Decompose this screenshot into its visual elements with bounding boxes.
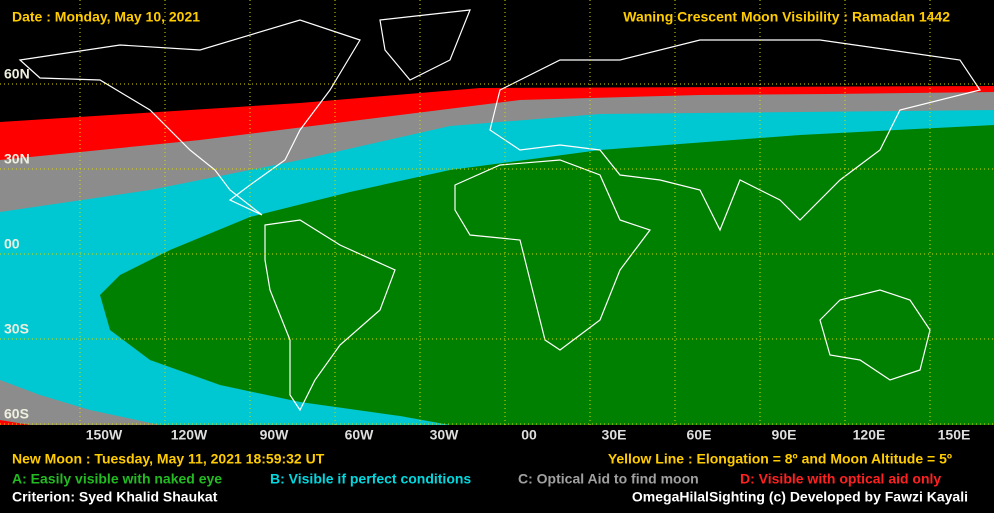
africa [454, 159, 651, 351]
map-title: Waning Crescent Moon Visibility : Ramada… [623, 9, 950, 25]
longitude-label: 30E [602, 427, 627, 443]
longitude-label: 60W [345, 427, 375, 443]
australia [819, 289, 931, 381]
greenland [379, 9, 471, 81]
south-america [264, 219, 396, 412]
longitude-label: 00 [521, 427, 537, 443]
zone-a [100, 125, 994, 425]
date-label: Date : Monday, May 10, 2021 [12, 9, 200, 25]
legend-a: A: Easily visible with naked eye [12, 471, 222, 487]
latitude-label: 30N [4, 151, 30, 167]
latitude-label: 60S [4, 406, 29, 422]
longitude-label: 90E [772, 427, 797, 443]
longitude-label: 150W [86, 427, 123, 443]
visibility-zones [0, 86, 994, 425]
latitude-label: 30S [4, 321, 29, 337]
new-moon: New Moon : Tuesday, May 11, 2021 18:59:3… [12, 451, 325, 467]
graticule: 60N 30N 00 30S 60S 150W 120W 90W 60W 30W 00 30E 60E 9… [0, 0, 994, 443]
longitude-label: 150E [938, 427, 971, 443]
latitude-label: 60N [4, 66, 30, 82]
criterion: Criterion: Syed Khalid Shaukat [12, 489, 218, 505]
legend-c: C: Optical Aid to find moon [518, 471, 699, 487]
yellow-line-note: Yellow Line : Elongation = 8º and Moon A… [608, 451, 952, 467]
coastlines [18, 9, 981, 412]
longitude-label: 90W [260, 427, 290, 443]
north-america [18, 19, 361, 216]
longitude-label: 60E [687, 427, 712, 443]
latitude-label: 00 [4, 236, 20, 252]
longitude-label: 30W [430, 427, 460, 443]
credit: OmegaHilalSighting (c) Developed by Fawz… [632, 489, 968, 505]
legend-d: D: Visible with optical aid only [740, 471, 941, 487]
longitude-label: 120W [171, 427, 208, 443]
longitude-label: 120E [853, 427, 886, 443]
legend-b: B: Visible if perfect conditions [270, 471, 471, 487]
eurasia [489, 39, 981, 232]
